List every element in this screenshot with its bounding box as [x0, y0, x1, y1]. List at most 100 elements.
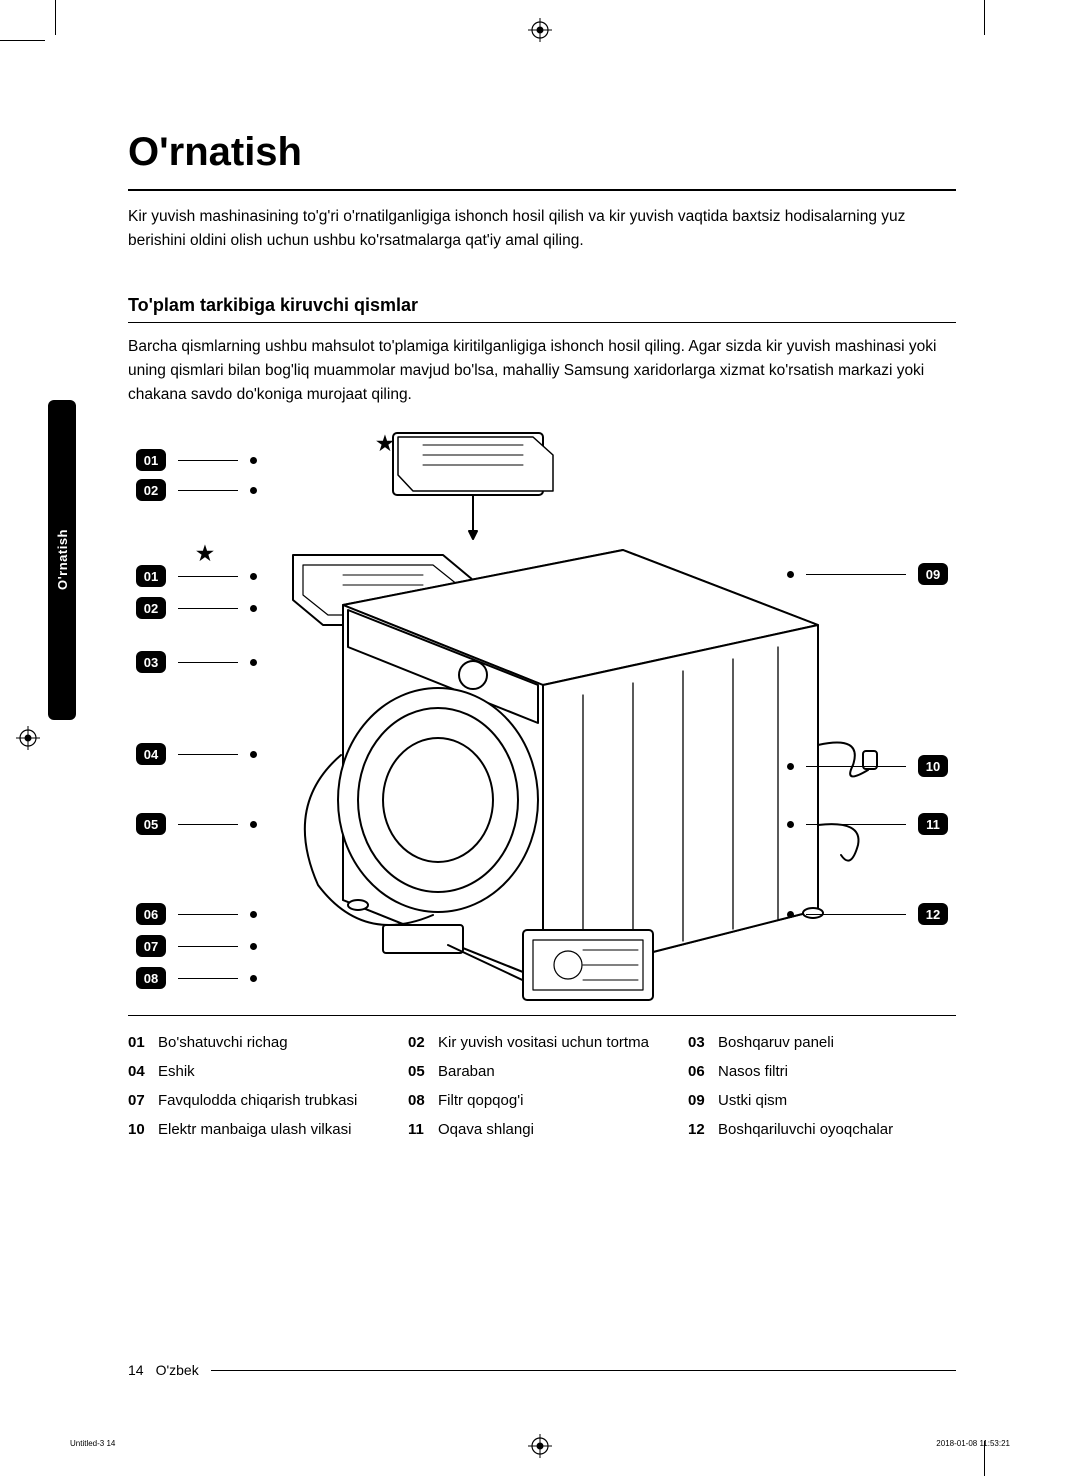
- legend-label: Ustki qism: [718, 1092, 787, 1109]
- legend-label: Bo'shatuvchi richag: [158, 1034, 288, 1051]
- legend-label: Baraban: [438, 1063, 495, 1080]
- callout-08: 08: [136, 967, 257, 989]
- callout-dot: [250, 659, 257, 666]
- registration-mark-icon: [16, 726, 40, 750]
- callout-02: 02: [136, 479, 257, 501]
- callout-dot: [250, 605, 257, 612]
- legend-number: 02: [408, 1034, 430, 1051]
- callout-number: 07: [136, 935, 166, 957]
- callout-number: 02: [136, 479, 166, 501]
- callout-dot: [250, 911, 257, 918]
- callout-dot: [250, 457, 257, 464]
- callout-line: [178, 576, 238, 577]
- parts-legend: 01 Bo'shatuvchi richag 02 Kir yuvish vosita…: [128, 1034, 956, 1138]
- footer-language: O'zbek: [156, 1362, 199, 1378]
- callout-05: 05: [136, 813, 257, 835]
- side-tab-label: O'rnatish: [55, 529, 70, 590]
- callout-line: [178, 824, 238, 825]
- callout-dot: [250, 821, 257, 828]
- callout-number: 06: [136, 903, 166, 925]
- section-heading: To'plam tarkibiga kiruvchi qismlar: [128, 295, 956, 316]
- section-body: Barcha qismlarning ushbu mahsulot to'pla…: [128, 335, 956, 407]
- callout-number: 03: [136, 651, 166, 673]
- callout-dot: [250, 975, 257, 982]
- callout-10: 10: [787, 755, 948, 777]
- legend-item-07: 07 Favqulodda chiqarish trubkasi: [128, 1092, 396, 1109]
- legend-label: Favqulodda chiqarish trubkasi: [158, 1092, 357, 1109]
- callout-line: [178, 946, 238, 947]
- callout-dot: [787, 763, 794, 770]
- callout-line: [178, 978, 238, 979]
- legend-number: 07: [128, 1092, 150, 1109]
- footer-rule: [211, 1370, 956, 1371]
- intro-text: Kir yuvish mashinasining to'g'ri o'rnati…: [128, 205, 956, 253]
- legend-number: 09: [688, 1092, 710, 1109]
- legend-number: 04: [128, 1063, 150, 1080]
- callout-number: 10: [918, 755, 948, 777]
- callout-12: 12: [787, 903, 948, 925]
- callout-number: 09: [918, 563, 948, 585]
- star-icon: ★: [196, 541, 214, 566]
- legend-label: Nasos filtri: [718, 1063, 788, 1080]
- parts-diagram: ★ ★ 01020102030405060708 09101112: [128, 425, 956, 1005]
- callout-dot: [250, 573, 257, 580]
- legend-number: 01: [128, 1034, 150, 1051]
- legend-label: Boshqariluvchi oyoqchalar: [718, 1121, 893, 1138]
- legend-label: Boshqaruv paneli: [718, 1034, 834, 1051]
- callout-01: 01: [136, 565, 257, 587]
- callout-line: [178, 754, 238, 755]
- legend-item-06: 06 Nasos filtri: [688, 1063, 956, 1080]
- legend-item-10: 10Elektr manbaiga ulash vilkasi: [128, 1121, 396, 1138]
- callout-number: 12: [918, 903, 948, 925]
- legend-number: 03: [688, 1034, 710, 1051]
- callout-line: [806, 824, 906, 825]
- callout-line: [806, 766, 906, 767]
- legend-label: Kir yuvish vositasi uchun tortma: [438, 1034, 649, 1051]
- legend-number: 06: [688, 1063, 710, 1080]
- legend-number: 05: [408, 1063, 430, 1080]
- callout-dot: [787, 911, 794, 918]
- legend-item-05: 05 Baraban: [408, 1063, 676, 1080]
- legend-number: 11: [408, 1121, 430, 1138]
- legend-number: 08: [408, 1092, 430, 1109]
- callout-line: [178, 490, 238, 491]
- callout-04: 04: [136, 743, 257, 765]
- star-icon: ★: [376, 431, 394, 456]
- title-rule: [128, 189, 956, 191]
- legend-label: Oqava shlangi: [438, 1121, 534, 1138]
- side-tab: O'rnatish: [48, 400, 76, 720]
- callout-02: 02: [136, 597, 257, 619]
- legend-label: Elektr manbaiga ulash vilkasi: [158, 1121, 351, 1138]
- legend-item-03: 03 Boshqaruv paneli: [688, 1034, 956, 1051]
- section-rule: [128, 322, 956, 323]
- legend-number: 12: [688, 1121, 710, 1138]
- callout-11: 11: [787, 813, 948, 835]
- diagram-rule: [128, 1015, 956, 1016]
- callout-number: 04: [136, 743, 166, 765]
- callout-03: 03: [136, 651, 257, 673]
- legend-item-08: 08 Filtr qopqog'i: [408, 1092, 676, 1109]
- callout-line: [178, 662, 238, 663]
- callout-line: [806, 574, 906, 575]
- callout-number: 08: [136, 967, 166, 989]
- callout-line: [178, 608, 238, 609]
- legend-item-09: 09 Ustki qism: [688, 1092, 956, 1109]
- print-meta-left: Untitled-3 14: [70, 1439, 115, 1448]
- legend-item-01: 01 Bo'shatuvchi richag: [128, 1034, 396, 1051]
- callout-dot: [787, 821, 794, 828]
- callout-number: 02: [136, 597, 166, 619]
- crop-mark: [55, 0, 56, 35]
- callout-line: [806, 914, 906, 915]
- callout-06: 06: [136, 903, 257, 925]
- legend-item-12: 12 Boshqariluvchi oyoqchalar: [688, 1121, 956, 1138]
- registration-mark-icon: [528, 1434, 552, 1458]
- page-number: 14: [128, 1362, 144, 1378]
- callout-09: 09: [787, 563, 948, 585]
- callout-dot: [787, 571, 794, 578]
- callout-number: 01: [136, 565, 166, 587]
- legend-label: Filtr qopqog'i: [438, 1092, 523, 1109]
- callout-07: 07: [136, 935, 257, 957]
- callout-number: 05: [136, 813, 166, 835]
- callout-dot: [250, 751, 257, 758]
- registration-mark-icon: [528, 18, 552, 42]
